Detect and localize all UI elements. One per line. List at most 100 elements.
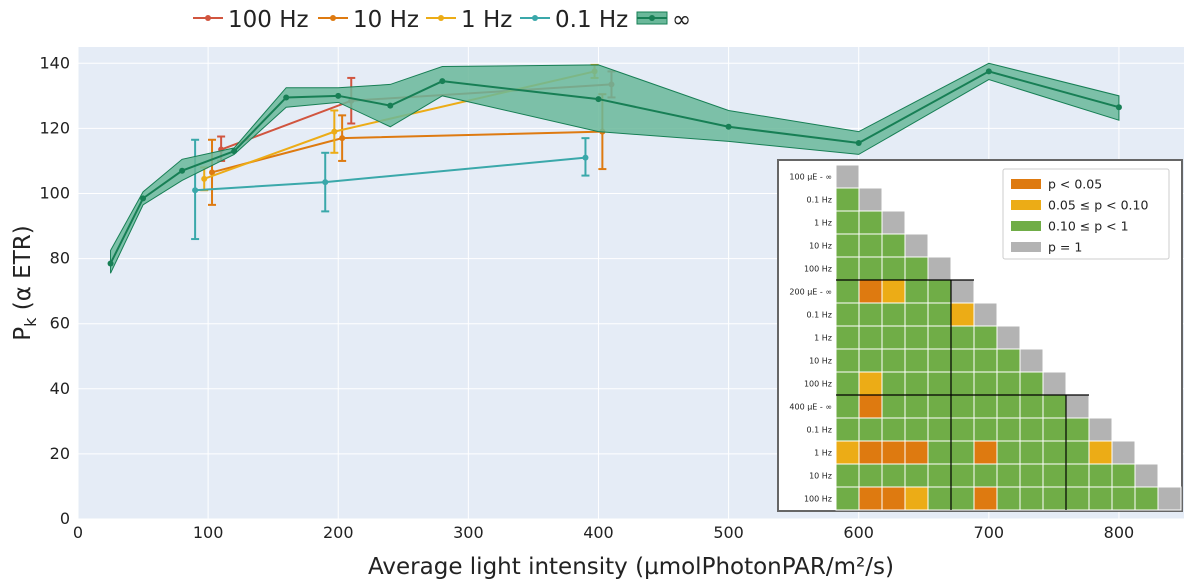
inset-row-label: 0.1 Hz — [807, 426, 832, 435]
heatmap-cell — [1065, 394, 1090, 419]
heatmap-cell — [881, 302, 906, 327]
heatmap-cell — [973, 302, 998, 327]
heatmap-cell — [927, 256, 952, 281]
heatmap-cell — [973, 325, 998, 350]
heatmap-cell — [835, 440, 860, 465]
heatmap-cell — [835, 187, 860, 212]
heatmap-cell — [973, 486, 998, 511]
data-point — [192, 187, 199, 194]
heatmap-cell — [858, 440, 883, 465]
x-axis-title: Average light intensity (µmolPhotonPAR/m… — [368, 554, 894, 580]
heatmap-cell — [858, 187, 883, 212]
legend-item: ∞ — [636, 7, 691, 33]
heatmap-cell — [927, 417, 952, 442]
heatmap-cell — [927, 371, 952, 396]
heatmap-cell — [881, 463, 906, 488]
inset-row-label: 0.1 Hz — [807, 311, 832, 320]
heatmap-cell — [1088, 463, 1113, 488]
confidence-band — [110, 62, 1120, 274]
legend-swatch-marker — [205, 15, 211, 21]
heatmap-cell — [927, 279, 952, 304]
heatmap-cell — [927, 302, 952, 327]
heatmap-cell — [881, 440, 906, 465]
inset-row-label: 1 Hz — [814, 334, 832, 343]
heatmap-cell — [927, 348, 952, 373]
inset-row-label: 0.1 Hz — [807, 196, 832, 205]
y-tick-label: 80 — [50, 249, 70, 268]
data-point — [322, 179, 329, 186]
data-point — [107, 260, 114, 267]
y-tick-label: 120 — [39, 118, 70, 137]
heatmap-cell — [858, 256, 883, 281]
data-point — [595, 96, 602, 103]
heatmap-cell — [996, 348, 1021, 373]
inset-legend-swatch — [1011, 200, 1041, 210]
legend-swatch-marker — [649, 15, 655, 21]
data-point — [339, 135, 346, 142]
y-tick-label: 40 — [50, 379, 70, 398]
significance-inset: 100 µE - ∞ 0.1 Hz 1 Hz 10 Hz 100 Hz 200 µE - … — [777, 159, 1183, 512]
heatmap-cell — [881, 210, 906, 235]
heatmap-cell — [996, 463, 1021, 488]
x-tick-label: 500 — [713, 523, 744, 542]
data-point — [331, 128, 338, 135]
x-tick-label: 600 — [843, 523, 874, 542]
legend: 100 Hz 10 Hz 1 Hz 0.1 Hz ∞ — [193, 7, 691, 33]
y-axis-title-sub: k — [21, 317, 40, 327]
heatmap-cell — [858, 417, 883, 442]
data-point — [140, 195, 147, 202]
x-tick-label: 800 — [1104, 523, 1135, 542]
heatmap-cell — [858, 371, 883, 396]
heatmap-cell — [904, 371, 929, 396]
legend-label: 10 Hz — [353, 7, 419, 33]
x-tick-label: 300 — [453, 523, 484, 542]
heatmap-cell — [835, 348, 860, 373]
heatmap-cell — [973, 348, 998, 373]
y-tick-label: 140 — [39, 53, 70, 72]
heatmap-cell — [927, 463, 952, 488]
data-point — [725, 123, 732, 130]
heatmap-cell — [904, 417, 929, 442]
data-point — [209, 169, 216, 176]
inset-row-label: 100 µE - ∞ — [789, 173, 832, 182]
heatmap-cell — [858, 325, 883, 350]
data-point — [439, 78, 446, 85]
heatmap-cell — [835, 394, 860, 419]
data-point — [985, 68, 992, 75]
inset-legend: p < 0.05 0.05 ≤ p < 0.10 0.10 ≤ p < 1 p = 1 — [1002, 168, 1170, 260]
inset-row-label: 100 Hz — [804, 265, 832, 274]
heatmap-cell — [950, 302, 975, 327]
heatmap-cell — [950, 440, 975, 465]
y-axis-title-rest: (α ETR) — [10, 225, 36, 317]
heatmap-cell — [835, 210, 860, 235]
heatmap-cell — [881, 279, 906, 304]
heatmap-cell — [927, 325, 952, 350]
heatmap-cell — [904, 463, 929, 488]
legend-item: 10 Hz — [318, 7, 419, 33]
legend-swatch-marker — [532, 15, 538, 21]
heatmap-cell — [904, 302, 929, 327]
heatmap-cell — [881, 233, 906, 258]
y-tick-label: 20 — [50, 444, 70, 463]
inset-legend-box — [1002, 168, 1170, 260]
heatmap-cell — [950, 463, 975, 488]
heatmap-cell — [1019, 371, 1044, 396]
heatmap-cell — [996, 440, 1021, 465]
heatmap-cell — [950, 394, 975, 419]
series-inf — [107, 62, 1122, 274]
legend-label: ∞ — [672, 7, 691, 33]
heatmap-cell — [881, 348, 906, 373]
heatmap-cell — [904, 325, 929, 350]
heatmap-cell — [1042, 371, 1067, 396]
heatmap-cell — [835, 371, 860, 396]
heatmap-cell — [996, 371, 1021, 396]
heatmap-cell — [835, 233, 860, 258]
y-axis-title: Pk (α ETR) — [10, 225, 40, 340]
heatmap-cell — [835, 325, 860, 350]
heatmap-cell — [1065, 440, 1090, 465]
heatmap-cell — [858, 486, 883, 511]
heatmap-cell — [881, 256, 906, 281]
legend-label: 100 Hz — [228, 7, 309, 33]
heatmap-cell — [1019, 463, 1044, 488]
heatmap-cell — [1157, 486, 1182, 511]
